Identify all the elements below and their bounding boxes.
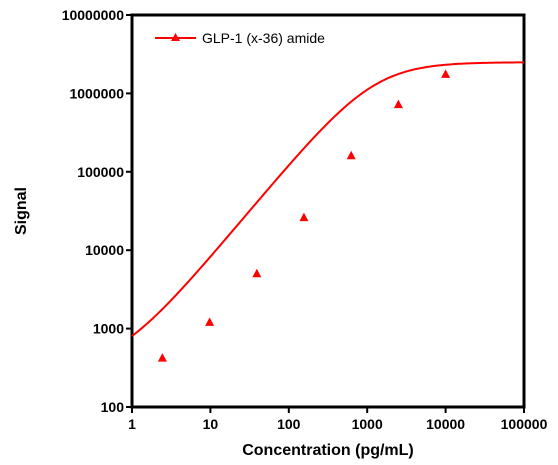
data-point-marker	[299, 212, 309, 222]
legend: GLP-1 (x-36) amide	[155, 30, 325, 46]
fit-curve	[131, 61, 525, 337]
y-tick-label: 10000	[85, 242, 124, 258]
data-point-marker	[346, 150, 356, 160]
data-markers	[157, 69, 451, 362]
data-point-marker	[393, 99, 403, 109]
x-tick-label: 10000	[426, 416, 465, 432]
x-tick-label: 100	[277, 416, 301, 432]
y-tick-label: 100	[101, 399, 125, 415]
y-tick-label: 1000	[93, 321, 124, 337]
y-axis-title: Signal	[13, 187, 30, 235]
plot-frame	[130, 13, 526, 409]
y-tick-label: 1000000	[69, 85, 124, 101]
x-tick-label: 10	[203, 416, 219, 432]
x-tick-label: 1	[128, 416, 136, 432]
x-axis: 1 10 100 1000 10000 100000	[128, 407, 548, 432]
legend-label: GLP-1 (x-36) amide	[202, 30, 325, 46]
x-tick-label: 1000	[352, 416, 383, 432]
y-axis: 100 1000 10000 100000 1000000 10000000	[62, 7, 132, 415]
data-point-marker	[157, 353, 167, 362]
y-tick-label: 10000000	[62, 7, 125, 23]
data-point-marker	[252, 268, 262, 278]
y-tick-label: 100000	[77, 164, 124, 180]
legend-marker	[171, 33, 180, 41]
x-tick-label: 100000	[501, 416, 548, 432]
data-point-marker	[205, 317, 215, 326]
data-point-marker	[441, 69, 451, 78]
x-axis-title: Concentration (pg/mL)	[242, 442, 414, 459]
